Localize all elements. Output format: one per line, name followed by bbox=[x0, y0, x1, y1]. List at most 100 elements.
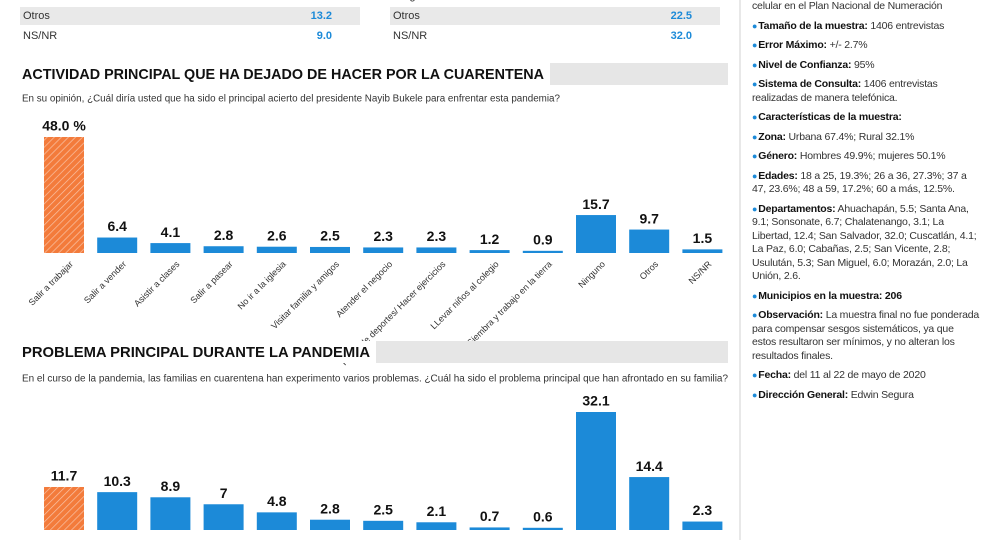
table-value: 32.0 bbox=[671, 30, 692, 42]
sidebar-item: Dirección General: Edwin Segura bbox=[752, 389, 980, 403]
item-text: Hombres 49.9%; mujeres 50.1% bbox=[799, 150, 946, 162]
bar bbox=[310, 246, 350, 253]
item-label: Género: bbox=[758, 150, 798, 162]
item-label: Municipios en la muestra: 206 bbox=[758, 289, 902, 302]
chart-title: ACTIVIDAD PRINCIPAL QUE HA DEJADO DE HAC… bbox=[22, 66, 544, 83]
value-label: 6.4 bbox=[107, 218, 127, 234]
value-label: 48.0 % bbox=[42, 118, 86, 134]
value-label: 2.8 bbox=[320, 500, 340, 516]
value-label: 2.5 bbox=[320, 228, 340, 244]
item-label: Edades: bbox=[758, 169, 798, 182]
x-tick-label: Atender el negocio bbox=[334, 259, 394, 319]
item-label: Zona: bbox=[758, 130, 786, 143]
value-label: 4.8 bbox=[267, 493, 287, 509]
x-tick-label: Salir a trabajar bbox=[27, 259, 75, 307]
item-text: 1406 entrevistas bbox=[870, 19, 945, 32]
table-cell: Otros bbox=[393, 10, 420, 22]
sidebar: celular en el Plan Nacional de Numeració… bbox=[752, 0, 980, 540]
item-text: 18 a 25, 19.3%; 26 a 36, 27.3%; 37 a 47,… bbox=[752, 169, 967, 196]
sidebar-item: Género: Hombres 49.9%; mujeres 50.1% bbox=[752, 150, 980, 164]
title-bg bbox=[20, 63, 550, 85]
value-label: 32.1 bbox=[582, 393, 609, 409]
sidebar-item: Fecha: del 11 al 22 de mayo de 2020 bbox=[752, 369, 980, 383]
value-label: 2.3 bbox=[373, 228, 393, 244]
item-text: Edwin Segura bbox=[850, 388, 914, 401]
bar bbox=[416, 522, 457, 530]
bar bbox=[416, 247, 457, 253]
value-label: 2.8 bbox=[214, 227, 234, 243]
value-label: 4.1 bbox=[161, 224, 181, 240]
table-value: 22.5 bbox=[671, 10, 692, 22]
x-tick-label: Salir a pasear bbox=[188, 259, 234, 305]
x-tick-label: Siembra y trabajo en la tierra bbox=[465, 259, 554, 348]
bar bbox=[203, 504, 244, 530]
sidebar-item: Características de la muestra: bbox=[752, 111, 980, 125]
sidebar-item: Departamentos: Ahuachapán, 5.5; Santa An… bbox=[752, 203, 980, 284]
item-label: Fecha: bbox=[758, 369, 791, 381]
item-label: Departamentos: bbox=[758, 202, 836, 215]
item-text: celular en el Plan Nacional de Numeració… bbox=[752, 0, 943, 12]
sidebar-item: Observación: La muestra final no fue pon… bbox=[752, 309, 980, 363]
table-row-bg bbox=[390, 7, 720, 25]
chart-subtitle: En el curso de la pandemia, las familias… bbox=[22, 374, 728, 385]
sidebar-item: Error Máximo: +/- 2.7% bbox=[752, 39, 980, 53]
value-label: 1.5 bbox=[693, 230, 713, 246]
bar bbox=[256, 246, 297, 253]
item-label: Nivel de Confianza: bbox=[758, 58, 852, 71]
bar bbox=[576, 412, 616, 530]
table-cell: Otros bbox=[23, 10, 50, 22]
item-text: +/- 2.7% bbox=[829, 39, 868, 51]
bar-hatch bbox=[44, 486, 84, 530]
sidebar-item: celular en el Plan Nacional de Numeració… bbox=[752, 0, 980, 14]
chart-subtitle: En su opinión, ¿Cuál diría usted que ha … bbox=[22, 94, 560, 105]
item-text: La muestra final no fue ponderada para c… bbox=[752, 309, 980, 362]
value-label: 15.7 bbox=[582, 196, 609, 212]
value-label: 2.5 bbox=[373, 502, 393, 518]
bar bbox=[97, 237, 138, 253]
item-label: Tamaño de la muestra: bbox=[758, 19, 868, 32]
value-label: 2.3 bbox=[693, 502, 713, 518]
x-tick-label: NS/NR bbox=[687, 259, 714, 286]
value-label: 9.7 bbox=[639, 210, 659, 226]
bar-hatch bbox=[44, 137, 84, 253]
value-label: 2.6 bbox=[267, 227, 287, 243]
value-label: 1.2 bbox=[480, 231, 500, 247]
bar bbox=[576, 215, 616, 253]
x-tick-label: No ir a la iglesia bbox=[236, 259, 288, 311]
item-text: Urbana 67.4%; Rural 32.1% bbox=[788, 130, 915, 143]
table-cell: Ninguno bbox=[393, 0, 434, 2]
item-text: del 11 al 22 de mayo de 2020 bbox=[793, 369, 926, 381]
bar bbox=[682, 249, 723, 253]
item-label: Sistema de Consulta: bbox=[758, 78, 862, 90]
chart-title: PROBLEMA PRINCIPAL DURANTE LA PANDEMIA bbox=[22, 344, 370, 361]
item-text: 95% bbox=[854, 58, 875, 71]
table-row-bg bbox=[20, 7, 360, 25]
bar bbox=[203, 246, 244, 253]
bar bbox=[522, 250, 563, 253]
table-value: 13.2 bbox=[311, 10, 332, 22]
bar bbox=[469, 527, 510, 530]
table-cell: NS/NR bbox=[393, 30, 427, 42]
sidebar-item: Tamaño de la muestra: 1406 entrevistas bbox=[752, 20, 980, 34]
sidebar-item: Edades: 18 a 25, 19.3%; 26 a 36, 27.3%; … bbox=[752, 170, 980, 197]
value-label: 0.6 bbox=[533, 508, 553, 524]
bar bbox=[256, 512, 297, 530]
sidebar-item: Nivel de Confianza: 95% bbox=[752, 59, 980, 73]
sidebar-item: Municipios en la muestra: 206 bbox=[752, 290, 980, 304]
charts: Otros 13.2 NS/NR 9.0 Ninguno 27.9 Otros 22.5 NS/… bbox=[20, 0, 741, 540]
bar bbox=[522, 527, 563, 530]
title-bg bbox=[20, 341, 376, 363]
sidebar-item: Zona: Urbana 67.4%; Rural 32.1% bbox=[752, 131, 980, 145]
value-label: 0.9 bbox=[533, 232, 553, 248]
bar bbox=[363, 520, 404, 530]
value-label: 2.1 bbox=[427, 503, 447, 519]
bar bbox=[629, 477, 670, 530]
bar bbox=[150, 243, 191, 253]
bar bbox=[363, 247, 404, 253]
table-value: 9.0 bbox=[317, 30, 332, 42]
item-label: Características de la muestra: bbox=[758, 111, 902, 123]
x-tick-label: Asistir a clases bbox=[132, 259, 182, 309]
value-label: 8.9 bbox=[161, 478, 181, 494]
value-label: 0.7 bbox=[480, 508, 500, 524]
